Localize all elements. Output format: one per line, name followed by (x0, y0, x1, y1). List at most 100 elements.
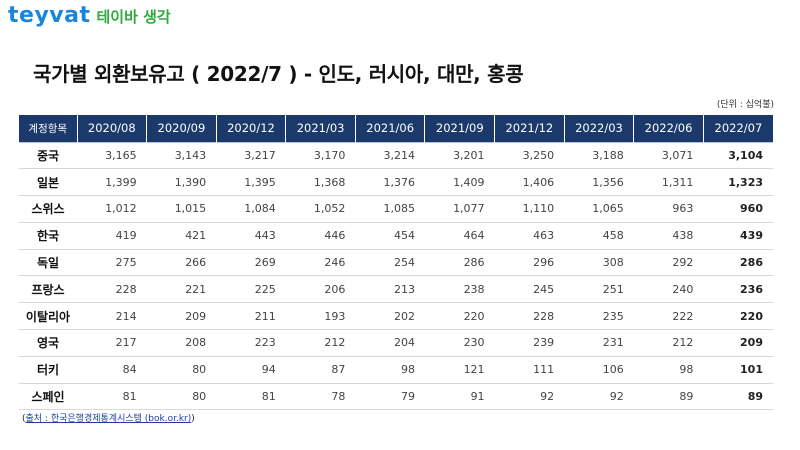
country-cell: 영국 (19, 329, 77, 357)
value-cell: 960 (703, 195, 773, 223)
value-cell: 464 (424, 222, 495, 250)
value-cell: 438 (633, 222, 704, 250)
value-cell: 236 (703, 275, 773, 304)
table-header-row: 계정항목 2020/08 2020/09 2020/12 2021/03 202… (19, 115, 773, 142)
source-paren-close: ) (191, 414, 195, 424)
value-cell: 3,104 (703, 141, 773, 170)
value-cell: 213 (355, 275, 425, 304)
value-cell: 266 (146, 249, 217, 277)
value-cell: 1,085 (355, 195, 425, 223)
country-cell: 터키 (19, 356, 77, 384)
value-cell: 3,217 (216, 141, 286, 170)
source-link[interactable]: 출처 : 한국은행경제통계시스템 (bok.or.kr) (25, 414, 192, 424)
value-cell: 238 (424, 275, 495, 304)
brand-logo: teyvat (8, 3, 91, 28)
value-cell: 208 (146, 329, 217, 357)
table-row: 일본 1,399 1,390 1,395 1,368 1,376 1,409 1,406 1,3… (19, 168, 773, 197)
value-cell: 1,065 (564, 195, 634, 223)
value-cell: 1,052 (285, 195, 356, 223)
value-cell: 212 (633, 329, 704, 357)
value-cell: 1,399 (77, 168, 147, 197)
table-body: 중국 3,165 3,143 3,217 3,170 3,214 3,201 3,250 3,1… (19, 141, 773, 411)
value-cell: 458 (564, 222, 634, 250)
value-cell: 230 (424, 329, 495, 357)
country-cell: 중국 (19, 141, 77, 170)
value-cell: 439 (703, 222, 773, 250)
value-cell: 220 (424, 302, 495, 331)
value-cell: 98 (633, 356, 704, 384)
value-cell: 1,077 (424, 195, 495, 223)
value-cell: 443 (216, 222, 286, 250)
value-cell: 202 (355, 302, 425, 331)
value-cell: 3,143 (146, 141, 217, 170)
value-cell: 3,250 (494, 141, 565, 170)
column-header: 2020/09 (146, 115, 217, 142)
value-cell: 254 (355, 249, 425, 277)
value-cell: 3,201 (424, 141, 495, 170)
value-cell: 1,323 (703, 168, 773, 197)
value-cell: 217 (77, 329, 147, 357)
value-cell: 211 (216, 302, 286, 331)
value-cell: 225 (216, 275, 286, 304)
country-cell: 한국 (19, 222, 77, 250)
table-row: 독일 275 266 269 246 254 286 296 308 292 286 (19, 249, 773, 277)
value-cell: 235 (564, 302, 634, 331)
value-cell: 91 (424, 383, 495, 411)
value-cell: 251 (564, 275, 634, 304)
country-cell: 스페인 (19, 383, 77, 411)
table-row: 스페인 81 80 81 78 79 91 92 92 89 89 (19, 383, 773, 411)
value-cell: 89 (703, 383, 773, 411)
value-cell: 206 (285, 275, 356, 304)
value-cell: 228 (77, 275, 147, 304)
value-cell: 269 (216, 249, 286, 277)
value-cell: 92 (494, 383, 565, 411)
unit-label: (단위 : 십억불) (716, 100, 774, 110)
value-cell: 239 (494, 329, 565, 357)
value-cell: 308 (564, 249, 634, 277)
value-cell: 89 (633, 383, 704, 411)
value-cell: 1,390 (146, 168, 217, 197)
value-cell: 3,188 (564, 141, 634, 170)
table-row: 프랑스 228 221 225 206 213 238 245 251 240 236 (19, 275, 773, 304)
value-cell: 1,311 (633, 168, 704, 197)
value-cell: 94 (216, 356, 286, 384)
brand: teyvat 테이바 생각 (8, 3, 171, 31)
country-cell: 프랑스 (19, 275, 77, 304)
value-cell: 79 (355, 383, 425, 411)
table-row: 스위스 1,012 1,015 1,084 1,052 1,085 1,077 1,110 1,… (19, 195, 773, 223)
country-cell: 독일 (19, 249, 77, 277)
value-cell: 3,214 (355, 141, 425, 170)
value-cell: 1,012 (77, 195, 147, 223)
value-cell: 3,071 (633, 141, 704, 170)
value-cell: 92 (564, 383, 634, 411)
reserves-table: 계정항목 2020/08 2020/09 2020/12 2021/03 202… (19, 115, 773, 411)
value-cell: 214 (77, 302, 147, 331)
value-cell: 228 (494, 302, 565, 331)
value-cell: 3,165 (77, 141, 147, 170)
value-cell: 292 (633, 249, 704, 277)
value-cell: 101 (703, 356, 773, 384)
column-header: 2021/03 (285, 115, 356, 142)
value-cell: 223 (216, 329, 286, 357)
source-paren-open: ( (22, 414, 26, 424)
value-cell: 454 (355, 222, 425, 250)
page-title: 국가별 외환보유고 ( 2022/7 ) - 인도, 러시아, 대만, 홍콩 (33, 62, 524, 86)
value-cell: 446 (285, 222, 356, 250)
value-cell: 245 (494, 275, 565, 304)
value-cell: 111 (494, 356, 565, 384)
value-cell: 1,110 (494, 195, 565, 223)
value-cell: 1,406 (494, 168, 565, 197)
value-cell: 81 (216, 383, 286, 411)
value-cell: 220 (703, 302, 773, 331)
value-cell: 121 (424, 356, 495, 384)
column-header: 2022/03 (563, 115, 634, 142)
value-cell: 81 (77, 383, 147, 411)
header-corner: 계정항목 (19, 115, 77, 142)
value-cell: 275 (77, 249, 147, 277)
value-cell: 221 (146, 275, 217, 304)
value-cell: 286 (424, 249, 495, 277)
value-cell: 231 (564, 329, 634, 357)
table-row: 터키 84 80 94 87 98 121 111 106 98 101 (19, 356, 773, 384)
column-header: 2021/06 (354, 115, 425, 142)
table-row: 한국 419 421 443 446 454 464 463 458 438 439 (19, 222, 773, 250)
